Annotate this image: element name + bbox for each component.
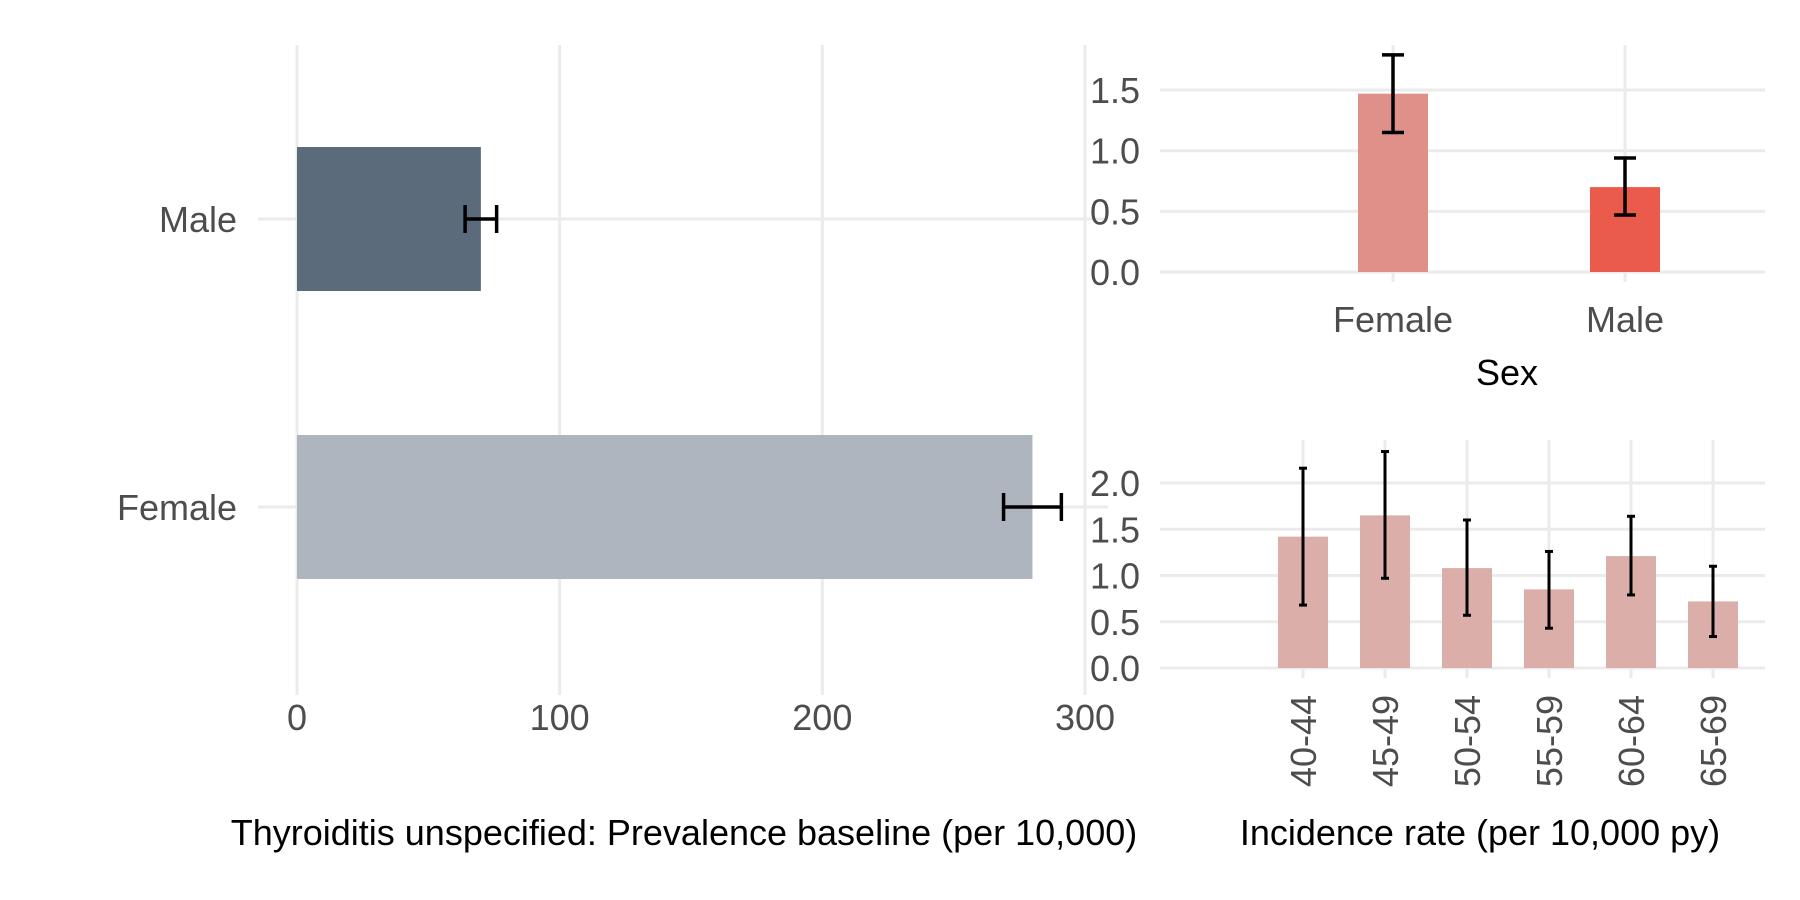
incidence-age-error-bars xyxy=(1299,450,1717,639)
incidence-age-x-tick-label: 50-54 xyxy=(1447,695,1488,787)
incidence-age-x-tick-label: 55-59 xyxy=(1529,695,1570,787)
incidence-age-y-ticks: 0.0 0.5 1.0 1.5 2.0 xyxy=(1090,463,1140,689)
prevalence-gridlines xyxy=(258,45,1108,695)
incidence-sex-y-tick-label: 0.0 xyxy=(1090,252,1140,293)
incidence-sex-y-tick-label: 0.5 xyxy=(1090,191,1140,232)
incidence-age-x-axis-title: Incidence rate (per 10,000 py) xyxy=(1240,812,1720,853)
prevalence-x-tick-label: 100 xyxy=(530,697,590,738)
prevalence-y-ticks: Female Male xyxy=(117,199,237,528)
prevalence-x-tick-label: 0 xyxy=(287,697,307,738)
prevalence-y-tick-label: Male xyxy=(159,199,237,240)
incidence-sex-x-axis-title: Sex xyxy=(1476,352,1538,393)
incidence-sex-x-tick-label: Male xyxy=(1586,299,1664,340)
prevalence-error-bars xyxy=(463,205,1064,521)
incidence-age-panel: 40-44 45-49 50-54 55-59 60-64 65-69 0.0 0.5 1.0… xyxy=(1090,440,1765,853)
incidence-sex-gridlines xyxy=(1160,45,1765,282)
prevalence-x-ticks: 0 100 200 300 xyxy=(287,697,1115,738)
incidence-sex-bars xyxy=(1358,93,1660,273)
prevalence-panel: 0 100 200 300 Female Male Thyroiditis unspec… xyxy=(117,45,1137,853)
prevalence-bars xyxy=(297,147,1033,579)
incidence-age-y-tick-label: 1.5 xyxy=(1090,509,1140,550)
incidence-sex-y-ticks: 0.0 0.5 1.0 1.5 xyxy=(1090,70,1140,293)
prevalence-x-axis-title: Thyroiditis unspecified: Prevalence base… xyxy=(231,812,1138,853)
incidence-sex-x-ticks: Female Male xyxy=(1333,299,1664,340)
incidence-age-x-tick-label: 65-69 xyxy=(1693,695,1734,787)
incidence-age-x-tick-label: 40-44 xyxy=(1283,695,1324,787)
prevalence-x-tick-label: 300 xyxy=(1055,697,1115,738)
incidence-age-x-ticks: 40-44 45-49 50-54 55-59 60-64 65-69 xyxy=(1283,695,1734,787)
incidence-sex-panel: Female Male 0.0 0.5 1.0 1.5 Sex xyxy=(1090,45,1765,393)
incidence-age-y-tick-label: 2.0 xyxy=(1090,463,1140,504)
incidence-sex-error-bars xyxy=(1382,53,1636,217)
prevalence-bar-male xyxy=(297,147,481,291)
incidence-sex-y-tick-label: 1.0 xyxy=(1090,131,1140,172)
incidence-age-bars xyxy=(1278,515,1738,668)
incidence-age-y-tick-label: 0.5 xyxy=(1090,602,1140,643)
prevalence-x-tick-label: 200 xyxy=(792,697,852,738)
incidence-sex-y-tick-label: 1.5 xyxy=(1090,70,1140,111)
incidence-age-x-tick-label: 60-64 xyxy=(1611,695,1652,787)
incidence-age-y-tick-label: 1.0 xyxy=(1090,556,1140,597)
prevalence-bar-female xyxy=(297,435,1033,579)
incidence-age-x-tick-label: 45-49 xyxy=(1365,695,1406,787)
incidence-age-y-tick-label: 0.0 xyxy=(1090,648,1140,689)
prevalence-y-tick-label: Female xyxy=(117,487,237,528)
incidence-sex-x-tick-label: Female xyxy=(1333,299,1453,340)
